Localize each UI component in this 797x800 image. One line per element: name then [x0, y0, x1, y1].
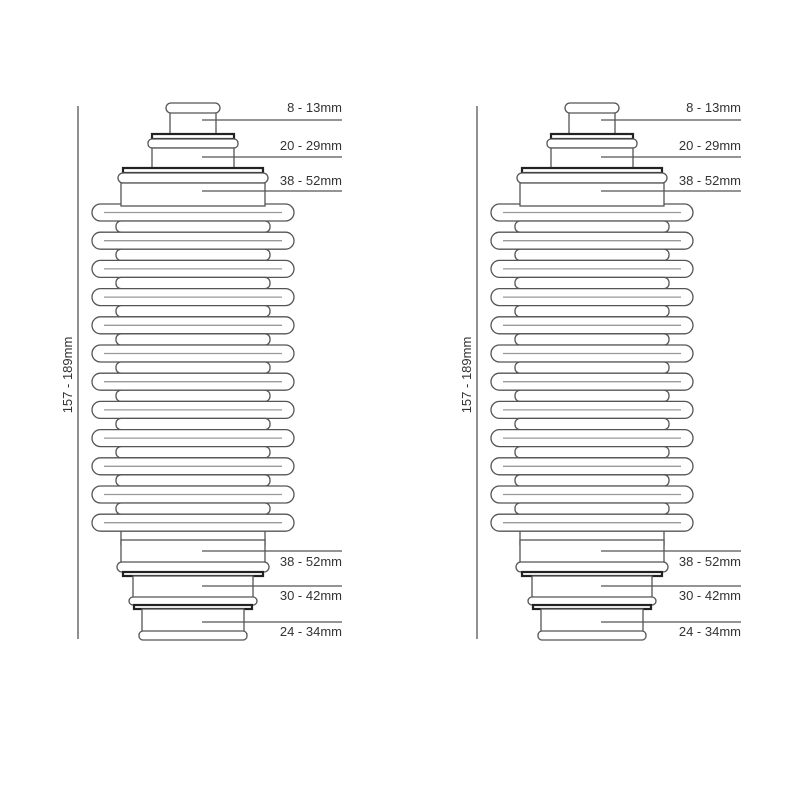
bellows-valley	[115, 276, 271, 290]
bottom-lip	[537, 630, 647, 641]
bellows-valley	[514, 304, 670, 318]
bellows-valley	[115, 502, 271, 515]
lower-ring	[515, 561, 669, 573]
middle-ring-band	[520, 166, 664, 175]
bellows-valley	[514, 474, 670, 487]
bottom-dimension-label: 24 - 34mm	[679, 624, 741, 639]
bottom-dimension-label: 24 - 34mm	[280, 624, 342, 639]
bellows-valley	[514, 248, 670, 262]
bellows-valley	[115, 361, 271, 374]
top-ring	[147, 138, 239, 149]
top-dimension-label: 38 - 52mm	[280, 173, 342, 188]
top-lip	[564, 102, 620, 114]
bellows-valley	[514, 220, 670, 233]
bottom-collar	[531, 575, 653, 599]
middle-ring	[516, 172, 668, 184]
boot-diagram-1: 157 - 189mm 8 - 13mm 20 - 29mm 38 - 52mm 38 …	[60, 100, 342, 641]
bellows-valley	[115, 304, 271, 318]
bellows-valley	[115, 389, 271, 403]
bellows-valley	[514, 361, 670, 374]
bellows-valley	[115, 474, 271, 487]
bellows-valley	[115, 445, 271, 459]
top-dimension-label: 8 - 13mm	[686, 100, 741, 115]
bellows-valley	[514, 389, 670, 403]
bottom-ring	[128, 596, 258, 606]
bellows-valley	[514, 445, 670, 459]
bellows-valley	[514, 417, 670, 431]
bellows-valley	[115, 220, 271, 233]
top-dimension-label: 8 - 13mm	[287, 100, 342, 115]
top-ring-band	[549, 132, 635, 141]
bellows-valley	[115, 248, 271, 262]
boot-diagram-2: 157 - 189mm 8 - 13mm 20 - 29mm 38 - 52mm 38 …	[459, 100, 741, 641]
bottom-dimension-label: 30 - 42mm	[679, 588, 741, 603]
bottom-dimension-label: 38 - 52mm	[280, 554, 342, 569]
bellows-valley	[115, 333, 271, 346]
bottom-lip	[138, 630, 248, 641]
middle-ring-band	[121, 166, 265, 175]
top-lip	[165, 102, 221, 114]
bottom-dimension-label: 30 - 42mm	[280, 588, 342, 603]
bottom-collar	[132, 575, 254, 599]
overall-length-label: 157 - 189mm	[459, 337, 474, 414]
bottom-ring	[527, 596, 657, 606]
top-dimension-label: 20 - 29mm	[280, 138, 342, 153]
top-dimension-label: 38 - 52mm	[679, 173, 741, 188]
overall-length-label: 157 - 189mm	[60, 337, 75, 414]
bellows-valley	[514, 502, 670, 515]
bottom-dimension-label: 38 - 52mm	[679, 554, 741, 569]
top-ring-band	[150, 132, 236, 141]
bellows-valley	[115, 417, 271, 431]
bellows-valley	[514, 276, 670, 290]
upper-collar	[120, 182, 266, 207]
upper-collar	[519, 182, 665, 207]
middle-ring	[117, 172, 269, 184]
top-ring	[546, 138, 638, 149]
lower-ring	[116, 561, 270, 573]
top-dimension-label: 20 - 29mm	[679, 138, 741, 153]
bellows-valley	[514, 333, 670, 346]
